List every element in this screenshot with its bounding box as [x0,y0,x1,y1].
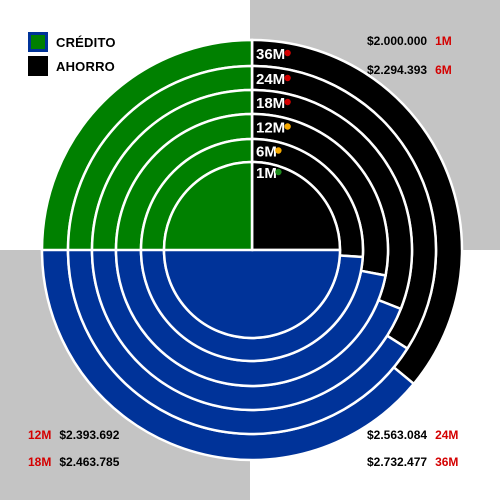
ring-indicator-36m [284,49,291,57]
value-label-term: 24M [435,428,459,442]
legend-label-credit: CRÉDITO [56,34,116,50]
ring-label-18m: 18M [256,95,285,112]
value-label-term: 18M [28,455,52,469]
ring-indicator-6m [275,147,282,154]
value-label-term: 6M [435,63,452,77]
value-label-36m: $2.732.477 36M [367,455,458,469]
value-label-6m: $2.294.393 6M [367,63,452,77]
legend-label-savings: AHORRO [56,58,115,74]
legend-swatch-credit [28,32,48,52]
ring-indicator-12m [284,123,291,130]
value-label-12m: 12M $2.393.692 [28,428,119,442]
ring-1m-savings-arc [250,160,342,252]
value-label-24m: $2.563.084 24M [367,428,458,442]
ring-label-12m: 12M [256,120,285,137]
value-label-1m: $2.000.000 1M [367,34,452,48]
value-label-amount: $2.463.785 [59,455,120,469]
value-label-amount: $2.000.000 [367,34,428,48]
legend-item-credit: CRÉDITO [28,30,116,54]
ring-indicator-1m [275,168,282,176]
value-label-term: 1M [435,34,452,48]
chart-legend: CRÉDITO AHORRO [28,30,116,78]
value-label-amount: $2.563.084 [367,428,428,442]
legend-item-savings: AHORRO [28,54,116,78]
value-label-18m: 18M $2.463.785 [28,455,119,469]
ring-indicator-24m [284,74,291,82]
legend-swatch-savings [28,56,48,76]
value-label-term: 12M [28,428,52,442]
ring-label-36m: 36M [256,46,285,63]
ring-label-1m: 1M [256,165,277,182]
value-label-amount: $2.294.393 [367,63,428,77]
ring-label-24m: 24M [256,71,285,88]
value-label-amount: $2.732.477 [367,455,428,469]
value-label-term: 36M [435,455,459,469]
ring-indicator-18m [284,98,291,106]
ring-label-6m: 6M [256,144,277,161]
ring-1m-credit-1m-arc [162,160,254,252]
value-label-amount: $2.393.692 [59,428,120,442]
